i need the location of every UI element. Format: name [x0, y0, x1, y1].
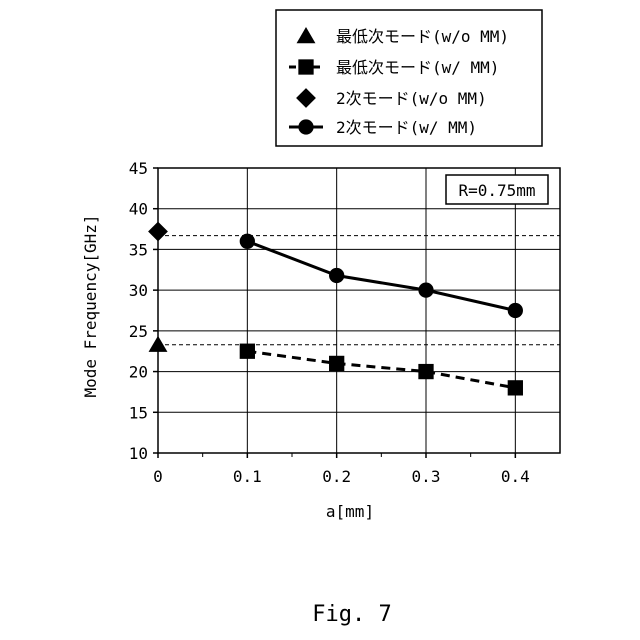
y-tick-label: 10 [129, 444, 148, 463]
x-axis-label: a[mm] [326, 502, 374, 521]
legend-label: 2次モード(w/ MM) [336, 118, 477, 137]
y-tick-label: 30 [129, 281, 148, 300]
data-point-circle [508, 303, 523, 318]
y-tick-label: 40 [129, 200, 148, 219]
data-point-circle [240, 234, 255, 249]
legend-label: 最低次モード(w/ MM) [336, 58, 499, 77]
y-tick-label: 35 [129, 240, 148, 259]
x-tick-label: 0 [153, 467, 163, 486]
legend-label: 最低次モード(w/o MM) [336, 27, 509, 46]
y-axis: 10 15 20 25 30 35 40 45 [129, 159, 158, 463]
data-point-circle [329, 268, 344, 283]
x-tick-label: 0.4 [501, 467, 530, 486]
y-tick-label: 45 [129, 159, 148, 178]
y-tick-label: 25 [129, 322, 148, 341]
data-point-square [508, 380, 523, 395]
plot-frame [158, 168, 560, 453]
legend-label: 2次モード(w/o MM) [336, 89, 487, 108]
x-tick-label: 0.2 [322, 467, 351, 486]
x-tick-label: 0.3 [412, 467, 441, 486]
data-point-square [418, 364, 433, 379]
legend-marker-square [298, 59, 313, 74]
y-tick-label: 15 [129, 403, 148, 422]
legend: 最低次モード(w/o MM) 最低次モード(w/ MM) 2次モード(w/o MM)… [276, 10, 542, 146]
y-axis-label: Mode Frequency[GHz] [81, 214, 100, 397]
legend-marker-circle [298, 119, 313, 134]
data-point-circle [418, 282, 433, 297]
x-tick-label: 0.1 [233, 467, 262, 486]
figure-caption: Fig. 7 [312, 602, 391, 627]
y-tick-label: 20 [129, 363, 148, 382]
annotation-label: R=0.75mm [458, 181, 535, 200]
data-point-square [329, 356, 344, 371]
data-point-square [240, 344, 255, 359]
annotation-box: R=0.75mm [446, 175, 548, 204]
plot-area: 0 0.1 0.2 0.3 0.4 10 15 20 25 30 35 40 45 R=0.75mm [129, 159, 560, 486]
x-axis: 0 0.1 0.2 0.3 0.4 [153, 453, 530, 486]
